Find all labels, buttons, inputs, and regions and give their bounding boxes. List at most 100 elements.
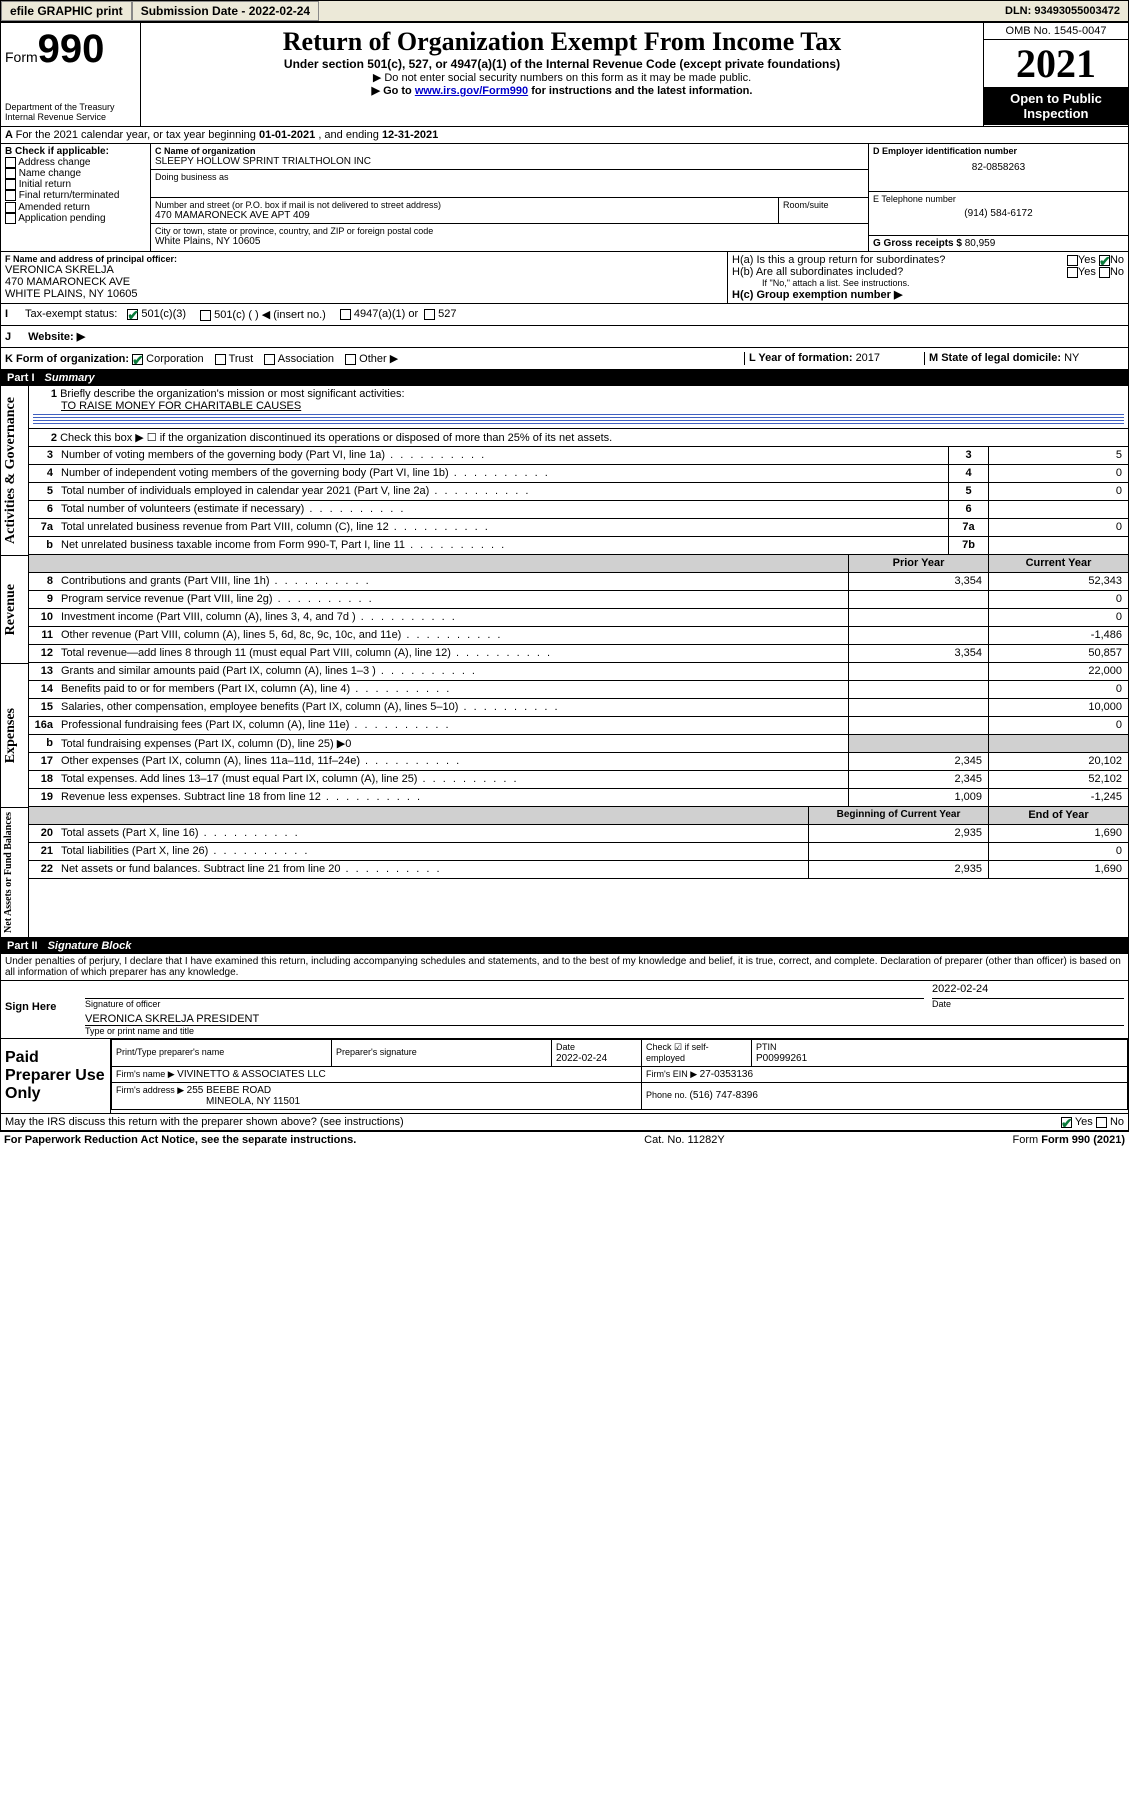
discuss-row: May the IRS discuss this return with the… [1,1114,1128,1131]
line-a-end: 12-31-2021 [382,129,438,141]
part-ii-title: Signature Block [48,940,132,952]
firm-phone: (516) 747-8396 [690,1090,758,1101]
dept-treasury: Department of the Treasury [5,102,136,112]
c-city-label: City or town, state or province, country… [155,226,864,236]
sign-here-block: Sign Here Signature of officer 2022-02-2… [1,981,1128,1039]
line-1-label: Briefly describe the organization's miss… [60,388,404,400]
rev-header-row: Prior Year Current Year [29,555,1128,573]
submission-date-value: 2022-02-24 [249,4,310,18]
line-a-pre: For the 2021 calendar year, or tax year … [16,129,259,141]
c-name-label: C Name of organization [155,146,864,156]
trust-checkbox[interactable] [215,354,226,365]
paid-preparer-block: Paid Preparer Use Only Print/Type prepar… [1,1039,1128,1114]
efile-topbar: efile GRAPHIC print Submission Date - 20… [0,0,1129,22]
officer-name: VERONICA SKRELJA [5,264,723,276]
firm-addr2: MINEOLA, NY 11501 [116,1096,300,1107]
ha-row: H(a) Is this a group return for subordin… [732,254,1124,266]
c-city-block: City or town, state or province, country… [151,224,868,249]
org-name: SLEEPY HOLLOW SPRINT TRIALTHOLON INC [155,156,864,167]
line-2-text: Check this box ▶ ☐ if the organization d… [60,432,612,444]
g-label: G Gross receipts $ [873,238,965,249]
f-block: F Name and address of principal officer:… [1,252,728,303]
discuss-no-checkbox[interactable] [1096,1117,1107,1128]
discuss-yes-checkbox[interactable] [1061,1117,1072,1128]
b-checkbox[interactable] [5,190,16,201]
declaration-text: Under penalties of perjury, I declare th… [1,954,1128,981]
501c-checkbox[interactable] [200,310,211,321]
summary-line: 6Total number of volunteers (estimate if… [29,501,1128,519]
other-checkbox[interactable] [345,354,356,365]
line-2: 2 Check this box ▶ ☐ if the organization… [29,429,1128,447]
current-year-header: Current Year [988,555,1128,572]
omb-number: OMB No. 1545-0047 [984,23,1128,40]
ein-value: 82-0858263 [873,156,1124,173]
side-revenue: Revenue [1,555,29,663]
sign-here-label: Sign Here [1,981,81,1038]
summary-line: 17Other expenses (Part IX, column (A), l… [29,753,1128,771]
firm-ein-label: Firm's EIN ▶ [646,1069,700,1079]
c-addr-block: Number and street (or P.O. box if mail i… [151,198,868,224]
goto-post: for instructions and the latest informat… [528,85,752,97]
summary-line: 9Program service revenue (Part VIII, lin… [29,591,1128,609]
summary-line: 16aProfessional fundraising fees (Part I… [29,717,1128,735]
sig-name-row: VERONICA SKRELJA PRESIDENT Type or print… [81,1011,1128,1038]
ptin-label: PTIN [756,1042,777,1052]
end-year-header: End of Year [988,807,1128,824]
summary-line: 11Other revenue (Part VIII, column (A), … [29,627,1128,645]
b-checkbox[interactable] [5,157,16,168]
prep-date-label: Date [556,1042,575,1052]
summary-line: 12Total revenue—add lines 8 through 11 (… [29,645,1128,663]
dln-field: DLN: 93493055003472 [997,3,1128,19]
line-klm: K Form of organization: Corporation Trus… [1,348,1128,370]
netassets-label: Net Assets or Fund Balances [1,808,16,937]
l-block: L Year of formation: 2017 [744,352,924,365]
preparer-table: Print/Type preparer's name Preparer's si… [111,1039,1128,1110]
ptin-value: P00999261 [756,1053,807,1064]
c-dba-block: Doing business as [151,170,868,198]
4947-checkbox[interactable] [340,309,351,320]
part-ii-name: Part II [7,940,38,952]
hb-yes-checkbox[interactable] [1067,267,1078,278]
summary-governance: Activities & Governance 1 Briefly descri… [1,386,1128,555]
assoc-checkbox[interactable] [264,354,275,365]
c-dba-label: Doing business as [155,172,864,182]
officer-addr2: WHITE PLAINS, NY 10605 [5,288,723,300]
501c3-checkbox[interactable] [127,309,138,320]
c-addr-label: Number and street (or P.O. box if mail i… [155,200,774,210]
b-checkbox[interactable] [5,213,16,224]
k-block: K Form of organization: Corporation Trus… [5,352,744,365]
e-block: E Telephone number (914) 584-6172 [869,192,1128,236]
ha-no-checkbox[interactable] [1099,255,1110,266]
submission-date-button[interactable]: Submission Date - 2022-02-24 [132,1,319,21]
hb-label: H(b) Are all subordinates included? [732,266,903,278]
open-inspection: Open to Public Inspection [984,87,1128,125]
b-option: Final return/terminated [5,190,146,201]
b-checkbox[interactable] [5,202,16,213]
hc-row: H(c) Group exemption number ▶ [732,288,1124,301]
prior-year-header: Prior Year [848,555,988,572]
gross-receipts: 80,959 [965,238,996,249]
summary-line: 18Total expenses. Add lines 13–17 (must … [29,771,1128,789]
f-label: F Name and address of principal officer: [5,254,723,264]
ha-yes-checkbox[interactable] [1067,255,1078,266]
discuss-label: May the IRS discuss this return with the… [5,1116,1061,1128]
b-checkbox[interactable] [5,168,16,179]
b-option: Initial return [5,179,146,190]
year-formation: 2017 [856,352,880,364]
b-checkbox[interactable] [5,179,16,190]
corp-checkbox[interactable] [132,354,143,365]
goto-pre: ▶ Go to [372,85,415,97]
summary-line: 4Number of independent voting members of… [29,465,1128,483]
hb-no-checkbox[interactable] [1099,267,1110,278]
prep-date-value: 2022-02-24 [556,1053,607,1064]
b-label: B Check if applicable: [5,146,146,157]
k-label: K Form of organization: [5,353,129,365]
form990-link[interactable]: www.irs.gov/Form990 [415,85,528,97]
d-label: D Employer identification number [873,146,1124,156]
efile-print-button[interactable]: efile GRAPHIC print [1,1,132,21]
officer-addr1: 470 MAMARONECK AVE [5,276,723,288]
i-label: Tax-exempt status: [25,308,117,321]
527-checkbox[interactable] [424,309,435,320]
firm-addr-label: Firm's address ▶ [116,1085,187,1095]
domicile-state: NY [1064,352,1079,364]
